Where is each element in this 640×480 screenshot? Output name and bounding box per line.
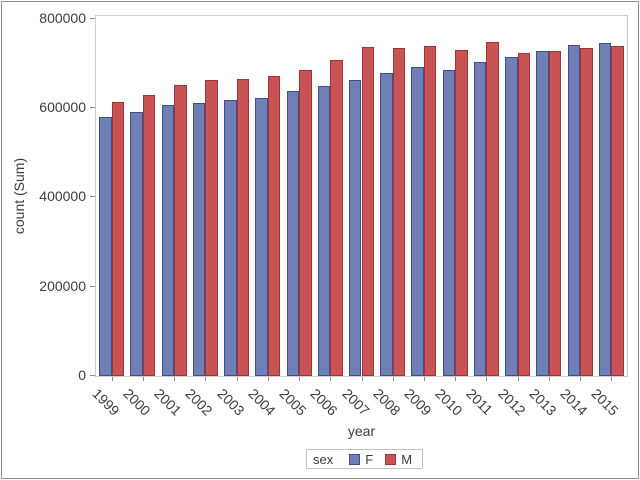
y-tick-label-200000: 200000	[39, 277, 86, 294]
bar-1999-M	[111, 101, 125, 376]
x-tick-label-2011: 2011	[463, 385, 497, 418]
legend: sex F M	[306, 449, 424, 469]
bar-2014-F	[567, 45, 581, 376]
bar-2013-F	[536, 50, 549, 376]
bar-2006-M	[330, 59, 343, 376]
x-tick-label-2015: 2015	[588, 385, 623, 419]
y-tick-label-0: 0	[78, 367, 86, 383]
x-tick-label-2008: 2008	[370, 385, 404, 419]
x-tick-2003	[236, 377, 238, 381]
bar-2008-F	[380, 72, 393, 376]
bar-2004-M	[267, 75, 281, 376]
plot-area	[95, 15, 628, 377]
bar-2003-F	[224, 100, 237, 376]
x-tick-2001	[174, 377, 176, 381]
y-tick-0	[90, 375, 95, 376]
x-tick-label-2003: 2003	[213, 385, 248, 419]
x-tick-label-2001: 2001	[151, 385, 185, 419]
y-tick-label-600000: 600000	[39, 99, 86, 116]
x-tick-label-2013: 2013	[526, 385, 560, 419]
bar-2007-F	[349, 80, 362, 376]
bar-2000-F	[130, 112, 143, 376]
bar-2012-F	[505, 56, 518, 376]
x-tick-2013	[548, 377, 550, 381]
x-tick-2007	[361, 377, 363, 381]
y-tick-800000	[90, 17, 95, 19]
bar-2014-M	[580, 48, 593, 376]
bar-2010-M	[455, 49, 468, 376]
x-tick-label-2004: 2004	[245, 385, 279, 419]
bar-2000-M	[142, 94, 156, 376]
bar-2005-F	[286, 91, 300, 376]
x-tick-2005	[299, 377, 301, 381]
x-tick-label-1999: 1999	[89, 385, 123, 419]
x-tick-2011	[486, 377, 488, 381]
x-tick-label-2014: 2014	[557, 385, 591, 419]
bar-2001-F	[161, 105, 175, 376]
x-tick-label-2010: 2010	[432, 385, 466, 419]
bar-2009-M	[423, 46, 437, 376]
bar-2005-M	[299, 70, 312, 376]
x-tick-2004	[267, 377, 269, 381]
bar-2004-F	[255, 97, 268, 376]
legend-entry-m: M	[385, 452, 412, 467]
y-tick-label-400000: 400000	[39, 188, 86, 205]
bar-2008-M	[392, 48, 406, 376]
legend-label-m: M	[401, 451, 413, 467]
x-tick-2000	[142, 377, 144, 381]
bar-2012-M	[517, 53, 531, 376]
bar-2009-F	[411, 66, 424, 376]
bar-2003-M	[236, 78, 250, 376]
bar-2015-F	[598, 42, 612, 376]
y-tick-600000	[90, 107, 95, 109]
x-tick-label-2009: 2009	[401, 385, 435, 419]
x-tick-2012	[517, 377, 519, 381]
x-tick-2009	[423, 377, 425, 381]
x-tick-2006	[330, 377, 332, 381]
x-tick-label-2000: 2000	[120, 385, 154, 419]
x-axis-title: year	[347, 423, 376, 439]
bar-2006-F	[317, 86, 331, 376]
y-tick-400000	[90, 196, 95, 198]
bar-1999-F	[99, 116, 112, 376]
x-tick-2010	[455, 377, 457, 381]
x-tick-label-2007: 2007	[338, 385, 373, 419]
legend-swatch-m-icon	[385, 453, 397, 465]
x-tick-2014	[580, 377, 582, 381]
legend-title: sex	[313, 451, 334, 467]
y-tick-200000	[90, 285, 95, 287]
bar-2002-F	[192, 103, 206, 376]
x-tick-label-2006: 2006	[307, 385, 341, 419]
y-axis-title: count (Sum)	[11, 157, 27, 235]
bar-2013-M	[548, 51, 562, 376]
bar-2011-F	[473, 61, 487, 376]
bar-2015-M	[611, 46, 624, 376]
x-tick-label-2002: 2002	[182, 385, 217, 419]
legend-swatch-f-icon	[349, 453, 361, 465]
x-tick-1999	[111, 377, 113, 381]
x-tick-2008	[392, 377, 394, 381]
x-tick-2015	[611, 377, 613, 381]
bar-2001-M	[174, 85, 187, 376]
x-tick-label-2005: 2005	[276, 385, 310, 419]
x-tick-2002	[205, 377, 207, 381]
x-tick-label-2012: 2012	[495, 385, 529, 419]
bar-2010-F	[442, 70, 456, 376]
legend-label-f: F	[365, 451, 374, 467]
bar-2011-M	[486, 42, 499, 376]
legend-entry-f: F	[349, 452, 373, 467]
bar-2002-M	[205, 80, 218, 376]
y-tick-label-800000: 800000	[39, 9, 86, 26]
bar-2007-M	[361, 47, 374, 376]
